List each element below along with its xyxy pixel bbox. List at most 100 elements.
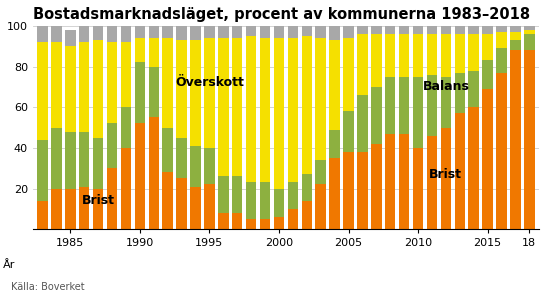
Bar [135,26,145,38]
Bar [343,38,354,111]
Bar [371,26,382,34]
Bar [274,26,284,38]
Bar [135,38,145,63]
Bar [51,189,62,229]
Bar [121,148,131,229]
Bar [427,136,437,229]
Bar [260,26,270,38]
Bar [176,26,187,40]
Bar [301,36,312,174]
Bar [149,117,159,229]
Bar [399,134,410,229]
Bar [329,26,340,40]
Bar [37,26,48,42]
Bar [232,26,242,38]
Bar [232,176,242,213]
Bar [288,183,298,209]
Bar [329,158,340,229]
Bar [218,176,229,213]
Bar [371,144,382,229]
Bar [135,124,145,229]
Bar [107,124,117,168]
Bar [176,40,187,138]
Bar [510,50,521,229]
Bar [385,134,395,229]
Bar [288,209,298,229]
Bar [121,107,131,148]
Bar [427,34,437,75]
Bar [191,146,201,186]
Bar [482,34,493,60]
Bar [316,38,326,160]
Text: År: År [2,260,15,270]
Bar [218,26,229,38]
Text: Brist: Brist [429,168,462,181]
Text: Balans: Balans [423,81,470,94]
Bar [135,63,145,124]
Bar [65,132,75,189]
Bar [343,152,354,229]
Bar [524,26,535,30]
Bar [468,26,479,34]
Bar [246,26,257,36]
Bar [455,26,465,34]
Bar [399,77,410,134]
Bar [79,42,90,132]
Bar [371,34,382,87]
Bar [246,219,257,229]
Bar [218,38,229,176]
Bar [51,42,62,127]
Bar [191,186,201,229]
Bar [413,148,423,229]
Bar [93,40,103,138]
Bar [482,89,493,229]
Bar [260,38,270,183]
Bar [232,213,242,229]
Bar [482,26,493,34]
Bar [93,26,103,40]
Text: Överskott: Överskott [175,76,244,89]
Bar [93,138,103,189]
Bar [79,186,90,229]
Bar [149,38,159,67]
Bar [301,201,312,229]
Bar [163,127,173,172]
Bar [524,50,535,229]
Bar [79,132,90,186]
Bar [107,42,117,124]
Bar [399,34,410,77]
Bar [329,130,340,158]
Bar [455,73,465,113]
Bar [260,183,270,219]
Bar [316,160,326,184]
Text: Brist: Brist [82,194,115,207]
Bar [482,60,493,89]
Bar [468,71,479,107]
Bar [316,26,326,38]
Bar [51,26,62,42]
Bar [65,189,75,229]
Bar [455,113,465,229]
Bar [329,40,340,130]
Bar [191,40,201,146]
Bar [524,34,535,50]
Bar [121,26,131,42]
Bar [413,34,423,77]
Bar [496,73,507,229]
Bar [288,38,298,183]
Bar [93,189,103,229]
Bar [246,183,257,219]
Bar [510,32,521,40]
Bar [163,172,173,229]
Bar [427,26,437,34]
Bar [496,26,507,32]
Bar [37,201,48,229]
Bar [371,87,382,144]
Bar [191,26,201,40]
Bar [441,26,451,34]
Bar [385,77,395,134]
Bar [274,38,284,189]
Bar [65,46,75,132]
Bar [301,174,312,201]
Bar [37,42,48,140]
